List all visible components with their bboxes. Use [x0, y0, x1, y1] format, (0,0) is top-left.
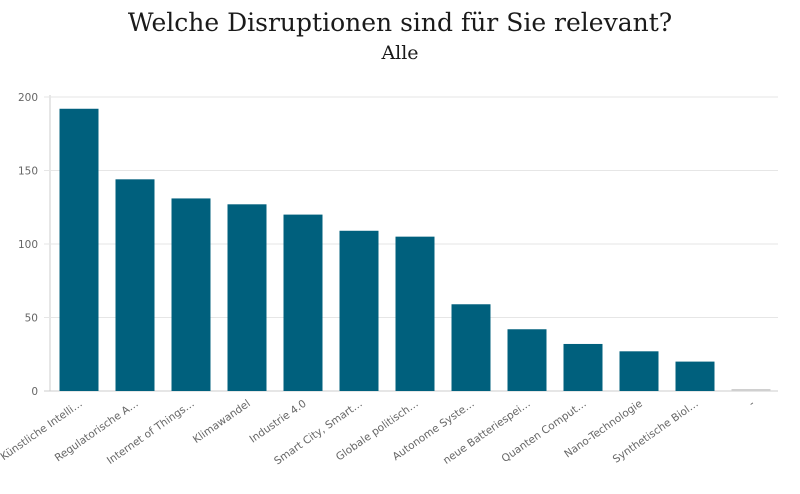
y-tick-label: 0: [31, 386, 38, 398]
bar[interactable]: [171, 198, 211, 391]
y-axis: 0 50 100 150 200: [18, 92, 38, 398]
x-axis: Künstliche Intelli…Regulatorische A…Inte…: [0, 398, 757, 468]
y-tick-label: 50: [25, 313, 38, 325]
x-tick-label: -: [747, 398, 757, 410]
bar[interactable]: [115, 179, 155, 391]
bar[interactable]: [451, 304, 491, 391]
bar[interactable]: [59, 108, 99, 391]
bar[interactable]: [283, 214, 323, 391]
chart-subtitle: Alle: [381, 42, 419, 64]
y-tick-label: 150: [18, 166, 38, 178]
x-tick-label: Klimawandel: [191, 398, 253, 446]
bar[interactable]: [563, 343, 603, 391]
y-tick-label: 200: [18, 92, 38, 104]
bar[interactable]: [227, 204, 267, 391]
bar[interactable]: [675, 361, 715, 391]
chart-title: Welche Disruptionen sind für Sie relevan…: [127, 8, 673, 37]
y-tick-label: 100: [18, 239, 38, 251]
bar[interactable]: [619, 351, 659, 391]
bar[interactable]: [731, 389, 771, 391]
bar[interactable]: [395, 236, 435, 391]
bar[interactable]: [339, 230, 379, 391]
bars: [59, 108, 771, 391]
bar[interactable]: [507, 329, 547, 391]
